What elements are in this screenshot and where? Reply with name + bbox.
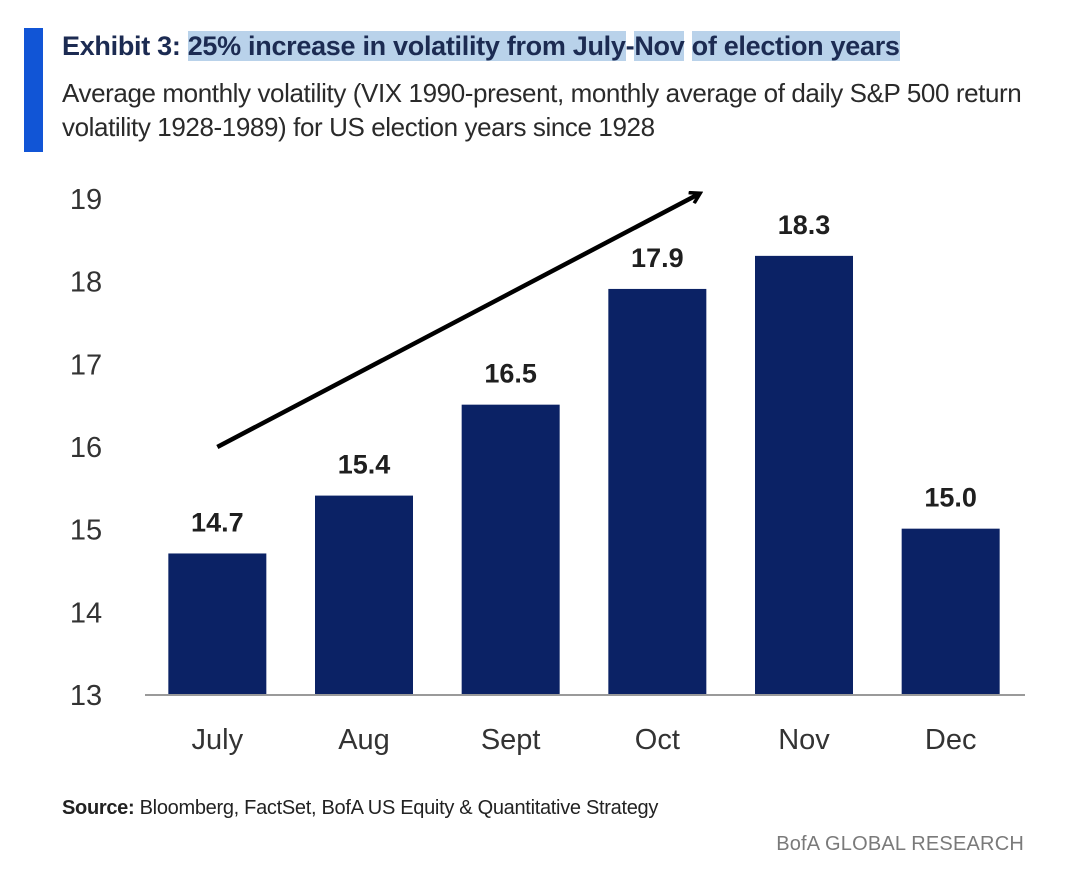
y-tick-label: 19 <box>70 184 102 216</box>
accent-bar <box>24 28 43 152</box>
y-tick-label: 13 <box>70 680 102 712</box>
title-highlight-2: Nov <box>634 31 685 61</box>
x-axis-ticks: July Aug Sept Oct Nov Dec <box>192 724 977 756</box>
x-tick-label-aug: Aug <box>338 724 390 756</box>
y-tick-label: 14 <box>70 597 102 629</box>
x-tick-label-sept: Sept <box>481 724 541 756</box>
y-tick-label: 16 <box>70 432 102 464</box>
y-tick-label: 18 <box>70 267 102 299</box>
x-tick-label-july: July <box>192 724 244 756</box>
data-label-oct: 17.9 <box>631 243 684 273</box>
title-prefix: Exhibit 3: <box>62 31 188 61</box>
bar-oct <box>608 288 707 694</box>
title-dash: - <box>625 31 635 61</box>
source-text: Bloomberg, FactSet, BofA US Equity & Qua… <box>134 797 659 819</box>
y-tick-label: 17 <box>70 349 102 381</box>
data-label-nov: 18.3 <box>778 210 831 240</box>
brand-mark: BofA GLOBAL RESEARCH <box>776 833 1024 855</box>
title-highlight-3: of election years <box>691 31 900 61</box>
bars-group <box>168 255 1000 694</box>
bar-nov <box>755 255 853 694</box>
chart-subtitle: Average monthly volatility (VIX 1990-pre… <box>62 78 1022 142</box>
y-tick-label: 15 <box>70 515 102 547</box>
bar-sept <box>461 404 560 694</box>
chart-title: Exhibit 3: 25% increase in volatility fr… <box>62 31 900 62</box>
trend-arrow <box>216 194 699 449</box>
data-label-july: 14.7 <box>191 507 244 537</box>
bar-dec <box>901 528 1000 694</box>
bar-july <box>168 553 267 694</box>
source-note: Source: Bloomberg, FactSet, BofA US Equi… <box>62 797 658 820</box>
x-tick-label-oct: Oct <box>635 724 680 756</box>
data-label-aug: 15.4 <box>338 450 391 480</box>
x-tick-label-dec: Dec <box>925 724 977 756</box>
data-label-dec: 15.0 <box>924 483 977 513</box>
y-axis-ticks: 13 14 15 16 17 18 19 <box>70 184 102 712</box>
bar-aug <box>315 495 413 694</box>
title-highlight-1: 25% increase in volatility from July <box>187 31 626 61</box>
source-label: Source: <box>62 797 135 819</box>
data-labels-group: 14.7 15.4 16.5 17.9 18.3 15.0 <box>191 210 977 538</box>
data-label-sept: 16.5 <box>484 359 537 389</box>
x-tick-label-nov: Nov <box>778 724 830 756</box>
